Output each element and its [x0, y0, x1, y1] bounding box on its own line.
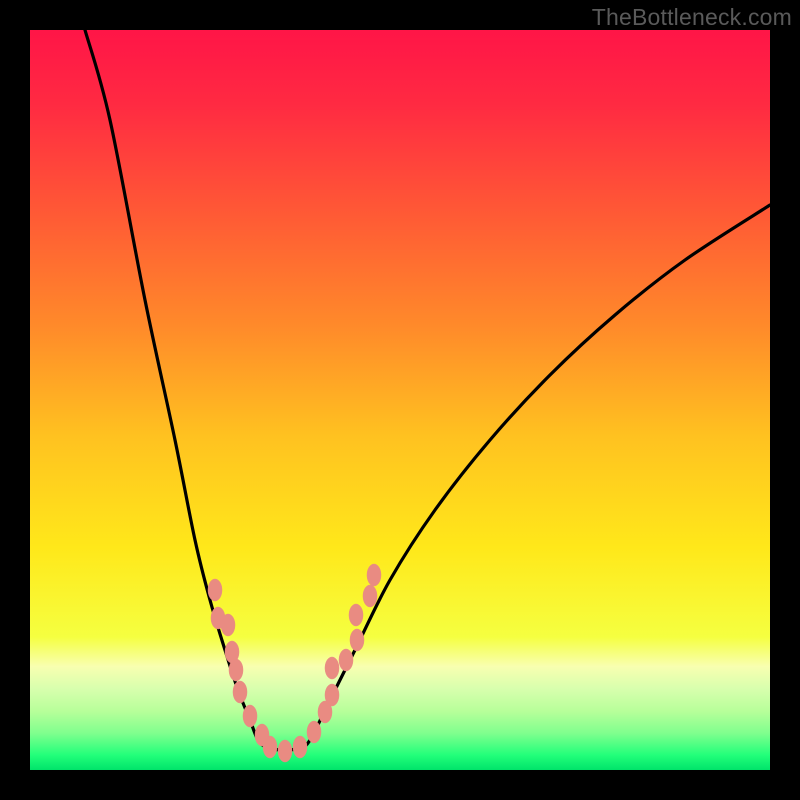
curve-marker [367, 564, 381, 586]
curve-marker [307, 721, 321, 743]
curve-marker [293, 736, 307, 758]
chart-root: TheBottleneck.com [0, 0, 800, 800]
gradient-plot-area [30, 30, 770, 770]
watermark-text: TheBottleneck.com [592, 4, 792, 31]
curve-marker [263, 736, 277, 758]
curve-marker [221, 614, 235, 636]
curve-marker [349, 604, 363, 626]
chart-svg [0, 0, 800, 800]
curve-marker [325, 657, 339, 679]
curve-marker [225, 641, 239, 663]
curve-marker [363, 585, 377, 607]
curve-marker [208, 579, 222, 601]
curve-marker [325, 684, 339, 706]
curve-marker [350, 629, 364, 651]
curve-marker [339, 649, 353, 671]
curve-marker [233, 681, 247, 703]
curve-marker [243, 705, 257, 727]
curve-marker [278, 740, 292, 762]
